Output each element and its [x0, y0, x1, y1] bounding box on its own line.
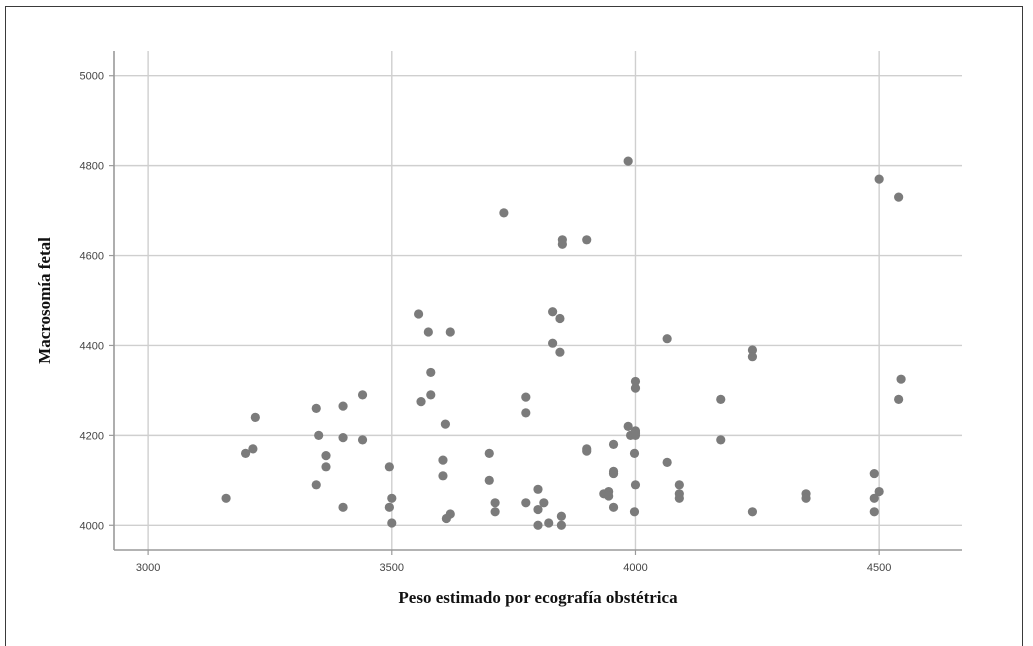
data-point — [555, 313, 565, 324]
data-point — [662, 334, 672, 344]
data-point — [716, 435, 726, 445]
data-point — [662, 457, 672, 467]
data-point — [221, 493, 231, 503]
x-tick-label: 4000 — [623, 562, 647, 574]
data-point — [413, 309, 424, 319]
data-point — [338, 401, 348, 411]
data-point — [423, 327, 433, 337]
data-point — [357, 435, 368, 445]
data-point — [533, 484, 543, 494]
data-point — [533, 520, 543, 530]
y-tick-label: 4400 — [80, 340, 104, 352]
x-tick-label: 4500 — [867, 562, 891, 574]
data-point — [557, 239, 567, 249]
x-tick-label: 3500 — [380, 562, 404, 574]
data-point — [533, 504, 543, 515]
data-point — [387, 493, 397, 503]
y-tick-label: 5000 — [80, 71, 104, 83]
y-tick-label: 4600 — [80, 251, 104, 263]
data-point — [426, 390, 436, 400]
data-point — [874, 174, 884, 184]
data-point — [869, 507, 879, 517]
data-point — [384, 462, 394, 472]
data-point — [539, 498, 549, 508]
data-point — [630, 376, 641, 387]
data-point — [556, 520, 566, 530]
y-axis-title: Macrosomía fetal — [35, 237, 54, 364]
data-points — [221, 156, 906, 530]
data-point — [608, 439, 619, 449]
data-point — [426, 367, 436, 378]
data-point — [869, 468, 879, 479]
y-tick-label: 4200 — [80, 430, 104, 442]
data-point — [630, 383, 641, 393]
data-point — [499, 208, 509, 218]
data-point — [623, 421, 633, 431]
data-point — [608, 502, 619, 512]
data-point — [441, 513, 451, 524]
data-point — [384, 502, 394, 512]
data-point — [582, 235, 592, 245]
data-point — [674, 493, 684, 503]
data-point — [604, 491, 614, 501]
data-point — [556, 511, 566, 521]
data-point — [438, 455, 448, 465]
data-point — [321, 450, 331, 461]
data-point — [250, 412, 260, 422]
data-point — [248, 444, 258, 454]
gridlines — [114, 51, 962, 550]
data-point — [608, 468, 619, 479]
data-point — [747, 507, 758, 517]
scatter-chart: 3000 3500 4000 4500 4000 4200 4400 4600 4800 5000… — [35, 51, 962, 607]
data-point — [314, 430, 324, 440]
data-point — [894, 394, 904, 405]
data-point — [490, 498, 500, 508]
data-point — [747, 352, 758, 362]
y-tick-label: 4800 — [80, 161, 104, 173]
data-point — [747, 345, 758, 355]
data-point — [521, 408, 531, 418]
data-point — [311, 403, 321, 413]
figure-frame: 3000 3500 4000 4500 4000 4200 4400 4600 4800 5000… — [5, 6, 1023, 646]
data-point — [674, 480, 684, 490]
data-point — [555, 347, 565, 357]
tick-labels: 3000 3500 4000 4500 4000 4200 4400 4600 4800 5000 — [80, 71, 892, 574]
data-point — [630, 430, 641, 440]
data-point — [484, 475, 494, 485]
data-point — [894, 192, 904, 202]
data-point — [896, 374, 906, 384]
data-point — [321, 462, 331, 472]
x-axis-title: Peso estimado por ecografía obstétrica — [398, 588, 678, 607]
data-point — [484, 448, 494, 458]
data-point — [629, 507, 640, 517]
data-point — [490, 507, 500, 517]
data-point — [445, 327, 455, 337]
data-point — [582, 446, 592, 456]
data-point — [521, 498, 531, 508]
data-point — [874, 486, 884, 497]
data-point — [338, 433, 348, 443]
data-point — [240, 448, 251, 458]
axes — [109, 51, 962, 555]
data-point — [311, 480, 321, 490]
data-point — [869, 493, 879, 503]
x-tick-label: 3000 — [136, 562, 160, 574]
data-point — [629, 448, 640, 458]
data-point — [548, 307, 558, 317]
data-point — [521, 392, 531, 402]
data-point — [387, 518, 397, 528]
data-point — [338, 502, 348, 512]
data-point — [623, 156, 633, 166]
data-point — [548, 338, 558, 348]
data-point — [440, 419, 451, 429]
data-point — [801, 493, 811, 503]
data-point — [357, 390, 368, 400]
data-point — [544, 518, 554, 528]
data-point — [630, 480, 641, 490]
data-point — [716, 394, 726, 405]
data-point — [416, 397, 426, 407]
data-point — [438, 471, 448, 481]
y-tick-label: 4000 — [80, 520, 104, 532]
